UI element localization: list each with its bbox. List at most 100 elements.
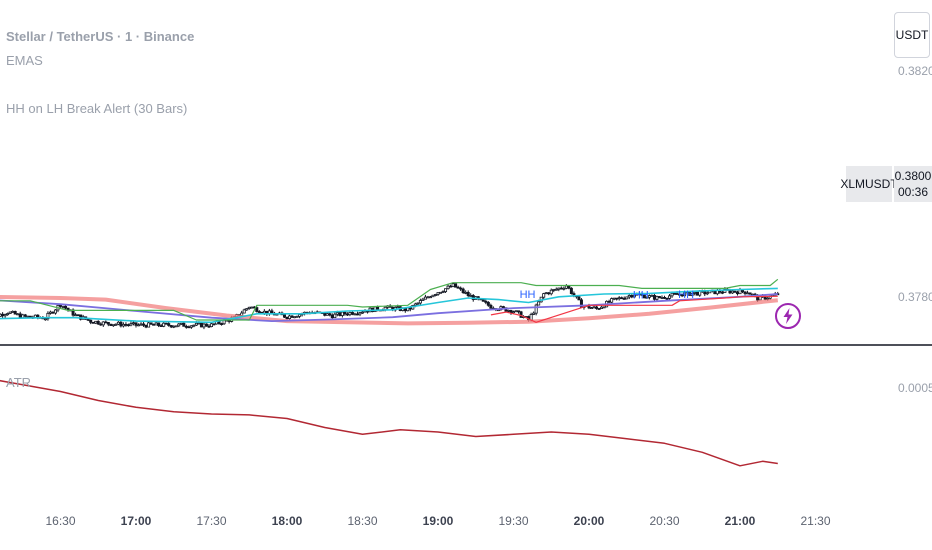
- x-tick-label: 19:00: [422, 514, 454, 528]
- ema-slow-line: [0, 295, 779, 326]
- candle-body: [91, 321, 95, 324]
- candle-body: [615, 297, 619, 300]
- y-tick-label: 0.3780: [898, 290, 932, 304]
- last-price: 0.3800: [894, 169, 932, 183]
- candle-body: [43, 318, 47, 321]
- candle-body: [250, 306, 254, 309]
- candle-body: [285, 316, 289, 320]
- candle-body: [184, 325, 188, 328]
- candle-body: [51, 311, 55, 314]
- candle-body: [423, 296, 427, 300]
- candle-body: [257, 311, 261, 313]
- candle-body: [670, 292, 674, 297]
- candle-body: [660, 297, 664, 299]
- candle-body: [663, 297, 667, 299]
- candle-body: [449, 285, 453, 288]
- candle-body: [3, 314, 7, 317]
- candle-body: [544, 292, 548, 295]
- candle-body: [735, 291, 739, 295]
- candle-body: [650, 294, 654, 297]
- ema-fast-line: [0, 287, 778, 324]
- candle-body: [124, 323, 128, 326]
- candle-body: [16, 313, 20, 316]
- candle-body: [657, 296, 661, 299]
- candle-body: [0, 313, 2, 317]
- candle-body: [486, 301, 490, 306]
- candle-body: [6, 313, 10, 316]
- candle-body: [139, 323, 143, 326]
- candle-body: [542, 293, 546, 298]
- candle-body: [23, 314, 27, 317]
- candle-body: [111, 324, 115, 327]
- atr-label[interactable]: ATR: [6, 375, 32, 390]
- candle-body: [212, 323, 216, 326]
- candle-body: [439, 291, 443, 294]
- candle-body: [8, 311, 12, 314]
- candle-body: [421, 298, 425, 301]
- candle-body: [622, 298, 626, 300]
- candle-body: [600, 306, 604, 309]
- x-tick-label: 17:00: [120, 514, 152, 528]
- candle-body: [288, 315, 292, 320]
- symbol-tag: XLMUSDT: [840, 166, 898, 202]
- channel-low-line: [490, 295, 778, 323]
- candle-body: [104, 321, 108, 324]
- candle-body: [333, 313, 337, 319]
- candle-body: [413, 303, 417, 306]
- candle-body: [652, 294, 656, 300]
- candle-body: [509, 310, 513, 314]
- candle-body: [577, 296, 581, 301]
- lightning-bolt-icon[interactable]: [774, 302, 802, 330]
- candle-body: [167, 323, 171, 326]
- indicator-hh-label[interactable]: HH on LH Break Alert (30 Bars): [6, 101, 188, 116]
- candle-body: [602, 306, 606, 309]
- candle-body: [247, 306, 251, 309]
- candle-body: [446, 285, 450, 290]
- candle-body: [129, 323, 133, 326]
- candle-body: [179, 322, 183, 325]
- candle-body: [655, 296, 659, 300]
- candle-body: [152, 323, 156, 326]
- candle-body: [454, 283, 458, 288]
- candle-body: [194, 322, 198, 326]
- candle-body: [720, 291, 724, 294]
- candle-body: [293, 316, 297, 319]
- candle-body: [48, 311, 52, 314]
- candle-body: [328, 313, 332, 316]
- candle-body: [290, 315, 294, 318]
- channel-high-line: [0, 278, 779, 321]
- candle-body: [204, 323, 208, 327]
- candle-body: [642, 294, 646, 299]
- candle-body: [484, 300, 488, 303]
- hh-label: HH: [633, 290, 649, 302]
- x-tick-label: 20:00: [573, 514, 605, 528]
- candle-body: [94, 320, 98, 324]
- candle-body: [174, 325, 178, 328]
- candle-body: [338, 312, 342, 316]
- candle-body: [242, 309, 246, 314]
- candle-body: [433, 294, 437, 296]
- candle-body: [408, 307, 412, 310]
- currency-button[interactable]: USDT: [894, 12, 930, 58]
- candle-body: [358, 312, 362, 315]
- candle-body: [459, 287, 463, 290]
- price-tag: 0.3800 00:36: [894, 166, 932, 202]
- x-tick-label: 18:30: [347, 514, 378, 528]
- candle-body: [564, 285, 568, 289]
- candle-body: [569, 287, 573, 294]
- candle-body: [466, 291, 470, 296]
- candle-body: [1, 313, 5, 317]
- candle-body: [567, 285, 571, 289]
- candle-body: [489, 304, 493, 309]
- candle-body: [612, 297, 616, 300]
- candle-body: [396, 306, 400, 309]
- candle-body: [514, 310, 518, 313]
- candle-body: [554, 288, 558, 291]
- candle-body: [61, 305, 65, 308]
- candle-body: [149, 322, 153, 325]
- candle-body: [76, 314, 80, 317]
- indicator-emas-label[interactable]: EMAS: [6, 53, 43, 68]
- candle-body: [270, 310, 274, 314]
- candle-body: [131, 322, 135, 325]
